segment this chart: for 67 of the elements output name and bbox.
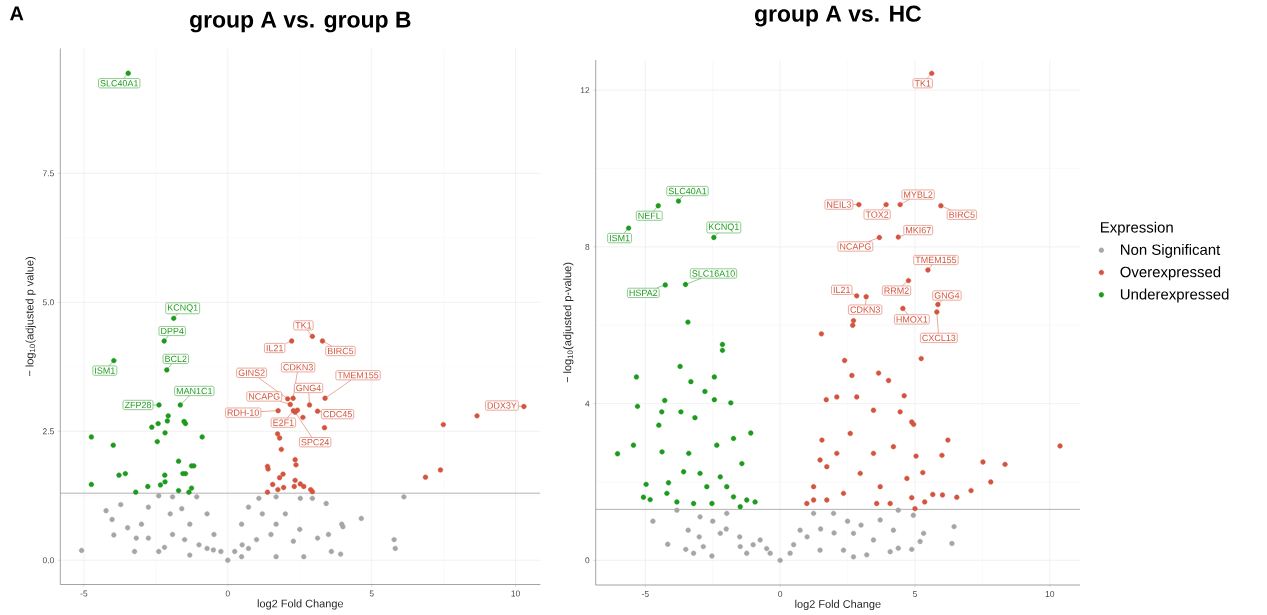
- annotation: MAN1C1: [176, 387, 213, 395]
- annotation: SLC40A1: [668, 187, 707, 195]
- text: A: [10, 6, 24, 21]
- y-axis-title: − log$_{10}$(adjusted p value): [25, 257, 36, 377]
- x-tick-label: 5: [912, 591, 917, 597]
- annotation: ZFP28: [124, 401, 152, 409]
- annotation: IL21: [266, 344, 283, 352]
- legend-label: Underexpressed: [1120, 288, 1229, 303]
- annotation: TK1: [914, 80, 931, 87]
- y-tick-label: 2.5: [42, 428, 54, 435]
- annotation: TOX2: [865, 211, 889, 218]
- y-tick-label: 4: [585, 400, 590, 407]
- annotation: NEFL: [638, 212, 661, 219]
- chart-title: group A vs. group B: [190, 11, 411, 33]
- annotation: ISM1: [609, 234, 630, 242]
- annotation: SPC24: [301, 439, 330, 446]
- annotation: BCL2: [165, 355, 187, 363]
- annotation: TMEM155: [915, 256, 957, 264]
- x-tick-label: 10: [1045, 591, 1055, 598]
- annotation: TMEM155: [337, 372, 379, 379]
- annotation: NEIL3: [827, 201, 851, 208]
- annotation: BIRC5: [949, 211, 975, 218]
- x-axis-title: log2 Fold Change: [257, 599, 344, 610]
- annotation: HMOX1: [896, 316, 928, 323]
- legend-label: Non Significant: [1121, 243, 1221, 258]
- chart-title: group A vs. HC: [754, 5, 922, 27]
- x-tick-label: -5: [80, 590, 88, 597]
- annotation: MKI67: [906, 226, 931, 234]
- x-tick-label: -5: [641, 591, 649, 597]
- annotation: KCNQ1: [167, 304, 198, 313]
- y-tick-label: 0.0: [42, 557, 54, 564]
- annotation: GNG4: [934, 292, 960, 299]
- annotation: ISM1: [95, 367, 115, 374]
- y-axis-title: − log$_{10}$(adjusted p-value): [563, 262, 574, 383]
- annotation: RDH-10: [227, 409, 259, 416]
- y-tick-label: 12: [580, 87, 590, 94]
- annotation: E2F1: [273, 419, 294, 426]
- annotation: TK1: [295, 322, 312, 329]
- annotation: BIRC5: [327, 347, 354, 355]
- legend-title: Expression: [1101, 221, 1173, 236]
- annotation: IL21: [833, 286, 851, 293]
- annotation: RRM2: [884, 287, 909, 294]
- annotation: CDKN3: [283, 364, 313, 371]
- annotation: GINS2: [238, 369, 265, 376]
- x-tick-label: 0: [778, 591, 783, 598]
- x-axis-title: log2 Fold Change: [795, 599, 881, 611]
- annotation: NCAPG: [249, 393, 280, 400]
- y-tick-label: 8: [585, 243, 590, 250]
- annotation: DPP4: [161, 327, 184, 335]
- annotation: GNG4: [296, 384, 321, 392]
- legend-label: Overexpressed: [1120, 266, 1221, 281]
- annotation: SLC16A10: [692, 270, 735, 277]
- annotation: NCAPG: [840, 243, 871, 250]
- x-tick-label: 0: [225, 590, 230, 597]
- x-tick-label: 5: [369, 590, 374, 597]
- annotation: CDC45: [323, 410, 352, 418]
- x-tick-label: 10: [511, 590, 520, 597]
- annotation: CDKN3: [850, 306, 880, 313]
- annotation: MYBL2: [904, 191, 933, 198]
- annotation: CXCL13: [922, 334, 956, 342]
- annotation: DDX3Y: [487, 402, 517, 409]
- y-tick-label: 0: [585, 557, 590, 564]
- y-tick-label: 5.0: [42, 299, 54, 306]
- annotation: KCNQ1: [709, 223, 739, 232]
- annotation: HSPA2: [629, 289, 658, 297]
- y-tick-label: 7.5: [42, 170, 54, 177]
- annotation: SLC40A1: [100, 80, 138, 87]
